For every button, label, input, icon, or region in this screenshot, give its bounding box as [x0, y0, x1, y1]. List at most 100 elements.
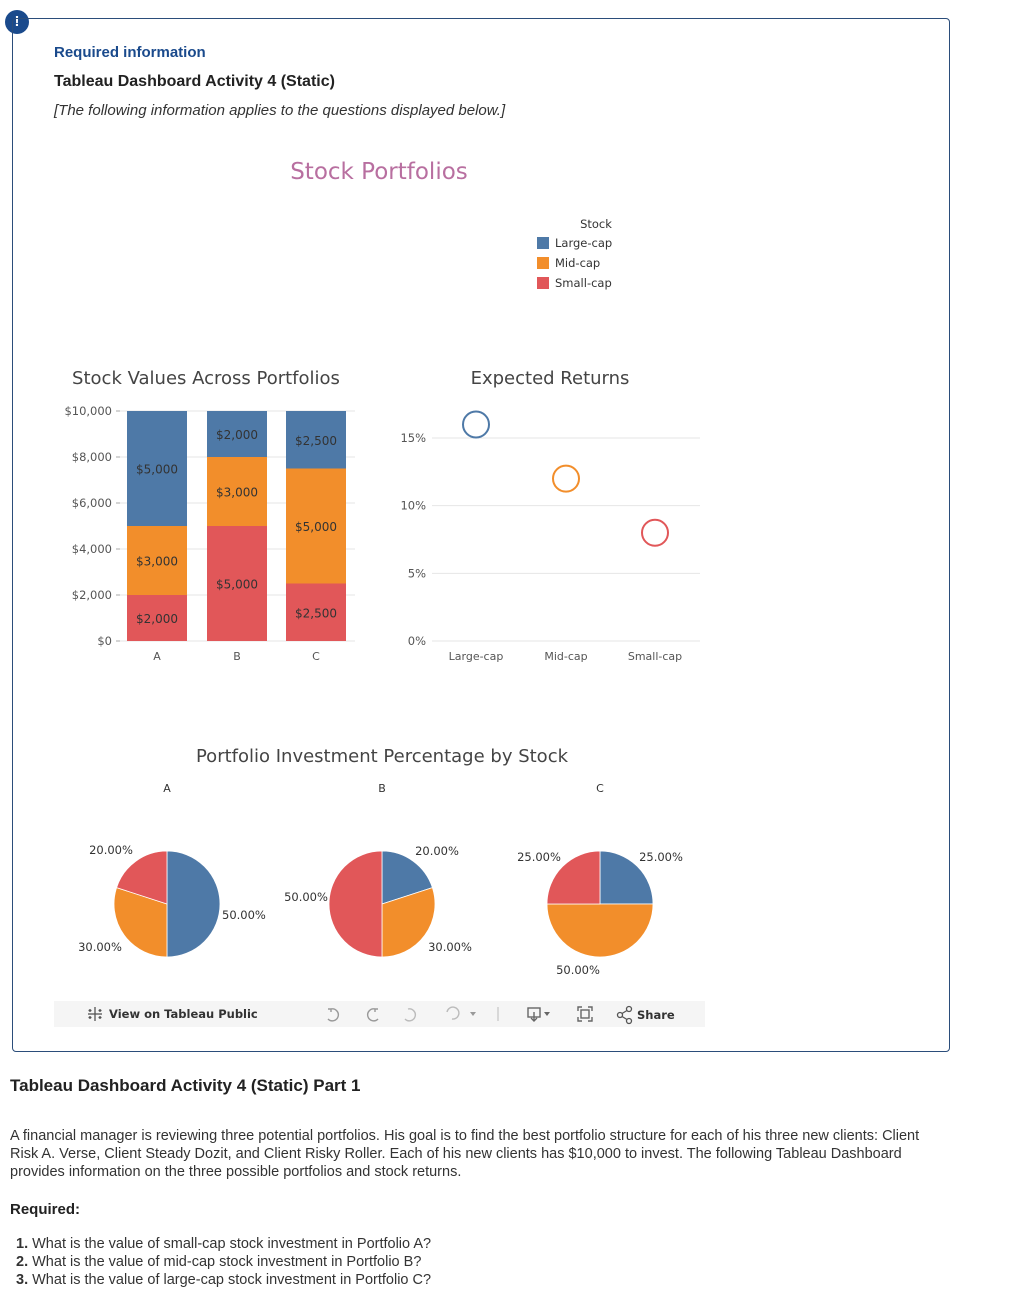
bar-a-large-cap[interactable] [127, 411, 187, 526]
legend-label-small-cap: Small-cap [555, 276, 612, 290]
scatter-ytick-label: 0% [408, 634, 426, 648]
scatter-xtick-label: Mid-cap [544, 650, 587, 663]
legend-label-large-cap: Large-cap [555, 236, 612, 250]
bar-value-label: $5,000 [136, 463, 178, 477]
expected-returns-chart[interactable]: 0% 5% 10% 15% Large-cap Mid-cap Small-cap [400, 410, 700, 663]
question-list: 1. What is the value of small-cap stock … [16, 1235, 431, 1289]
bar-ytick-label: $6,000 [72, 496, 112, 510]
redo-icon[interactable] [367, 1008, 379, 1022]
undo-icon[interactable] [327, 1008, 339, 1022]
scatter-chart-title: Expected Returns [471, 368, 630, 389]
pie-c-mid-cap[interactable] [546, 903, 654, 958]
pie-header-a: A [163, 782, 171, 795]
required-information-heading: Required information [54, 44, 206, 61]
alert-icon: ! [5, 10, 29, 34]
refresh-dropdown-icon[interactable] [470, 1012, 476, 1016]
pie-a-small-cap[interactable] [116, 850, 168, 905]
pie-a-mid-cap[interactable] [113, 887, 168, 958]
bar-xtick-label: B [233, 650, 241, 663]
pie-slice-label: 20.00% [89, 843, 133, 857]
question-item: 1. What is the value of small-cap stock … [16, 1236, 432, 1252]
legend-swatch-small-cap [537, 277, 549, 289]
pie-slice-label: 25.00% [517, 850, 561, 864]
applies-note: [The following information applies to th… [54, 102, 506, 119]
bar-b-mid-cap[interactable] [207, 457, 267, 526]
share-label: Share [637, 1008, 675, 1022]
share-icon [616, 1005, 633, 1025]
bar-c-mid-cap[interactable] [286, 468, 346, 584]
pie-c-large-cap[interactable] [599, 850, 654, 905]
share-button[interactable]: Share [616, 1005, 675, 1025]
pie-b-small-cap[interactable] [328, 850, 383, 958]
required-label: Required: [10, 1201, 81, 1218]
legend-swatch-mid-cap [537, 257, 549, 269]
dashboard-title: Stock Portfolios [290, 159, 468, 185]
pie-b-mid-cap[interactable] [381, 887, 436, 958]
part-title: Tableau Dashboard Activity 4 (Static) Pa… [10, 1076, 361, 1095]
pie-slice-label: 50.00% [222, 908, 266, 922]
scatter-point-mid-cap[interactable] [552, 464, 580, 493]
portfolio-pie-charts[interactable]: A 50.00% 30.00% 20.00% B 20.00% 30.00% 50.00% C 2… [78, 782, 683, 977]
bar-ytick-label: $8,000 [72, 450, 112, 464]
legend-swatch-large-cap [537, 237, 549, 249]
bar-value-label: $5,000 [216, 578, 258, 592]
download-dropdown-icon[interactable] [544, 1012, 550, 1016]
bar-ytick-label: $4,000 [72, 542, 112, 556]
view-on-tableau-button[interactable]: View on Tableau Public [88, 1007, 258, 1021]
bar-a-small-cap[interactable] [127, 595, 187, 641]
bar-value-label: $2,500 [295, 606, 337, 620]
bar-value-label: $5,000 [295, 520, 337, 534]
pie-slice-label: 25.00% [639, 850, 683, 864]
bar-value-label: $3,000 [216, 486, 258, 500]
pie-header-c: C [596, 782, 604, 795]
pie-b-large-cap[interactable] [381, 850, 433, 905]
legend-label-mid-cap: Mid-cap [555, 256, 600, 270]
bar-b-small-cap[interactable] [207, 526, 267, 641]
bar-xtick-label: A [153, 650, 161, 663]
bar-a-mid-cap[interactable] [127, 526, 187, 595]
undo-arrow-icon [328, 1008, 332, 1012]
scatter-xtick-label: Small-cap [628, 650, 682, 663]
question-item: 3. What is the value of large-cap stock … [16, 1272, 432, 1288]
problem-paragraph: A financial manager is reviewing three p… [10, 1128, 920, 1180]
pie-a-large-cap[interactable] [166, 850, 221, 958]
pie-slice-label: 30.00% [428, 940, 472, 954]
bar-value-label: $2,000 [216, 428, 258, 442]
bar-value-label: $3,000 [136, 555, 178, 569]
stock-values-bar-chart[interactable]: $0 $2,000 $4,000 $6,000 $8,000 $10,000 $2,000 $… [64, 404, 355, 663]
download-icon[interactable] [527, 1007, 541, 1022]
bar-b-large-cap[interactable] [207, 411, 267, 457]
bar-ytick-label: $0 [97, 634, 112, 648]
scatter-point-small-cap[interactable] [641, 518, 669, 547]
pie-slice-label: 50.00% [556, 963, 600, 977]
revert-icon[interactable] [404, 1008, 416, 1022]
pie-slice-label: 30.00% [78, 940, 122, 954]
bar-chart-title: Stock Values Across Portfolios [72, 368, 340, 389]
pie-slice-label: 20.00% [415, 844, 459, 858]
refresh-icon[interactable] [446, 1006, 460, 1020]
fullscreen-icon[interactable] [577, 1006, 593, 1022]
pie-c-small-cap[interactable] [546, 850, 601, 905]
scatter-ytick-label: 15% [400, 431, 426, 445]
bar-ytick-label: $2,000 [72, 588, 112, 602]
legend[interactable]: Stock Large-cap Mid-cap Small-cap [537, 217, 612, 290]
bar-c-large-cap[interactable] [286, 411, 346, 469]
question-item: 2. What is the value of mid-cap stock in… [16, 1254, 422, 1270]
scatter-ytick-label: 10% [400, 499, 426, 513]
tableau-dashboard: Stock Portfolios Stock Large-capMid-capS… [54, 159, 705, 1027]
tableau-toolbar: View on Tableau Public [54, 1001, 705, 1027]
bar-value-label: $2,500 [295, 434, 337, 448]
scatter-xtick-label: Large-cap [449, 650, 504, 663]
scatter-point-large-cap[interactable] [462, 410, 490, 439]
redo-arrow-icon [374, 1008, 378, 1012]
legend-title: Stock [580, 217, 612, 231]
bar-ytick-label: $10,000 [64, 404, 112, 418]
tableau-logo-icon [88, 1007, 102, 1021]
activity-title: Tableau Dashboard Activity 4 (Static) [54, 73, 335, 90]
bar-value-label: $2,000 [136, 612, 178, 626]
bar-xtick-label: C [312, 650, 320, 663]
pie-chart-title: Portfolio Investment Percentage by Stock [196, 746, 569, 767]
pie-header-b: B [378, 782, 386, 795]
view-on-tableau-label: View on Tableau Public [109, 1007, 258, 1021]
bar-c-small-cap[interactable] [286, 583, 346, 642]
